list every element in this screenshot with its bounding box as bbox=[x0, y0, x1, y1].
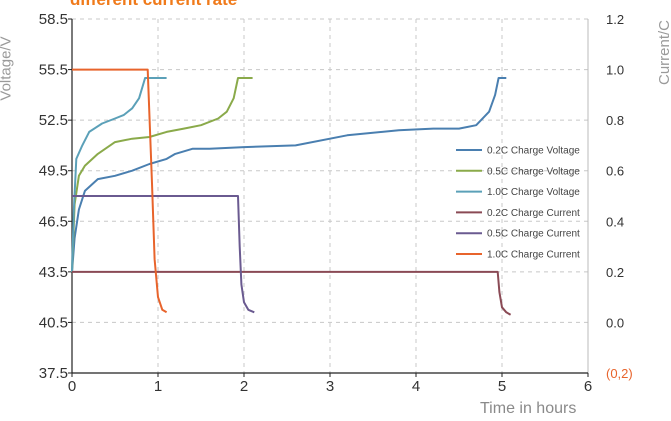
y-left-tick-label: 52.5 bbox=[39, 112, 68, 129]
chart-title: different current rate bbox=[70, 0, 237, 10]
series-line-0-2c-charge-current bbox=[72, 270, 512, 316]
y-right-tick-label: 0.4 bbox=[606, 214, 624, 229]
series-line-0-5c-charge-voltage bbox=[71, 77, 253, 272]
y-left-tick-label: 49.5 bbox=[39, 163, 68, 180]
y-right-tick-label: 0.6 bbox=[606, 164, 624, 179]
legend-entry: 0.5C Charge Voltage bbox=[487, 166, 580, 177]
y-left-tick-label: 46.5 bbox=[39, 213, 68, 230]
y-right-tick-label: 1.2 bbox=[606, 12, 624, 27]
y-left-tick-label: 40.5 bbox=[39, 314, 68, 331]
x-tick-label: 1 bbox=[154, 378, 162, 395]
y-right-tick-label: (0,2) bbox=[606, 366, 633, 381]
series-line-1-0c-charge-voltage bbox=[71, 77, 167, 272]
y-left-tick-label: 58.5 bbox=[39, 11, 68, 28]
legend-entry: 1.0C Charge Current bbox=[487, 250, 580, 261]
x-tick-label: 6 bbox=[584, 378, 592, 395]
y-left-tick-label: 37.5 bbox=[39, 365, 68, 382]
x-tick-label: 3 bbox=[326, 378, 334, 395]
legend-entry: 0.2C Charge Voltage bbox=[487, 146, 580, 157]
y-right-tick-label: 0.2 bbox=[606, 265, 624, 280]
y-left-tick-label: 43.5 bbox=[39, 264, 68, 281]
x-tick-label: 5 bbox=[498, 378, 506, 395]
y-right-tick-label: 0.8 bbox=[606, 113, 624, 128]
y-right-tick-label: 0.0 bbox=[606, 315, 624, 330]
legend-entry: 1.0C Charge Voltage bbox=[487, 187, 580, 198]
x-tick-label: 0 bbox=[68, 378, 76, 395]
x-axis-label: Time in hours bbox=[480, 400, 577, 417]
y-left-tick-label: 55.5 bbox=[39, 62, 68, 79]
series-line-1-0c-charge-current bbox=[72, 68, 168, 314]
series-line-0-5c-charge-current bbox=[72, 195, 255, 314]
legend-entry: 0.2C Charge Current bbox=[487, 208, 580, 219]
y-right-tick-label: 1.0 bbox=[606, 63, 624, 78]
series-line-0-2c-charge-voltage bbox=[71, 77, 507, 272]
legend-entry: 0.5C Charge Current bbox=[487, 229, 580, 240]
x-tick-label: 4 bbox=[412, 378, 420, 395]
x-tick-label: 2 bbox=[240, 378, 248, 395]
